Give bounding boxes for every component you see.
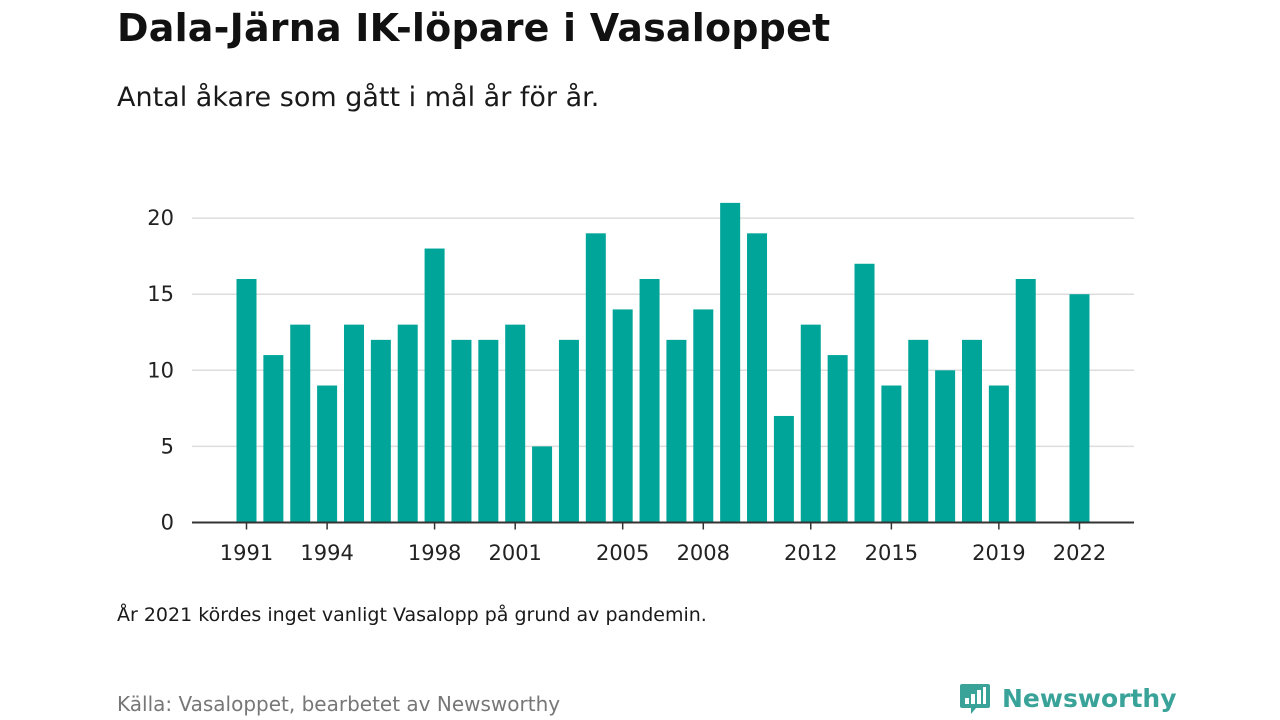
bar-2010: [747, 233, 768, 523]
y-axis-ticks: 0 5 10 15 20: [147, 206, 174, 534]
bar-2014: [854, 263, 875, 523]
bar-2011: [773, 415, 794, 523]
bar-2016: [908, 339, 929, 523]
newsworthy-logo: Newsworthy: [958, 680, 1177, 716]
y-tick-label: 0: [161, 511, 174, 535]
bar-2017: [935, 370, 956, 523]
x-tick-label: 1994: [300, 541, 353, 565]
bar-1996: [370, 339, 391, 523]
y-tick-label: 20: [147, 206, 174, 230]
bar-2000: [478, 339, 499, 523]
bar-1999: [451, 339, 472, 523]
bar-1997: [397, 324, 418, 523]
bar-2018: [961, 339, 982, 523]
chart-subtitle: Antal åkare som gått i mål år för år.: [117, 82, 600, 113]
x-tick-label: 2019: [972, 541, 1025, 565]
bar-1994: [317, 385, 338, 523]
bar-chart-icon: [960, 684, 990, 714]
x-axis-ticks: 1991 1994 1998 2001 2005 2008 2012 2015 2019 2022: [220, 522, 1106, 565]
bar-2020: [1015, 278, 1036, 523]
y-tick-label: 5: [161, 434, 174, 458]
bar-1998: [424, 248, 445, 523]
bar-1995: [343, 324, 364, 523]
bar-2007: [666, 339, 687, 523]
x-tick-label: 2022: [1053, 541, 1106, 565]
bar-1992: [263, 355, 284, 523]
bar-2015: [881, 385, 902, 523]
x-tick-label: 2015: [865, 541, 918, 565]
x-tick-label: 2012: [784, 541, 837, 565]
bar-chart: 0 5 10 15 20 1991 1994 1998 2001 2005 2008 2012 201…: [147, 202, 1134, 565]
bar-2012: [800, 324, 821, 523]
bar-2001: [505, 324, 526, 523]
source-credit: Källa: Vasaloppet, bearbetet av Newswort…: [117, 692, 561, 716]
y-tick-label: 10: [147, 358, 174, 382]
bar-2019: [988, 385, 1009, 523]
bar-2006: [639, 278, 660, 523]
bar-2013: [827, 355, 848, 523]
chart-note: År 2021 kördes inget vanligt Vasalopp på…: [117, 604, 707, 626]
logo-wordmark: Newsworthy: [1002, 683, 1177, 713]
y-tick-label: 15: [147, 282, 174, 306]
bar-2008: [693, 309, 714, 523]
bar-2002: [532, 446, 553, 523]
bars: [236, 202, 1090, 523]
bar-2003: [558, 339, 579, 523]
x-tick-label: 1998: [408, 541, 461, 565]
x-tick-label: 1991: [220, 541, 273, 565]
bar-1991: [236, 278, 257, 523]
chart-title: Dala-Järna IK-löpare i Vasaloppet: [117, 6, 831, 50]
bar-2004: [585, 233, 606, 523]
bar-2009: [720, 202, 741, 523]
x-tick-label: 2001: [488, 541, 541, 565]
bar-1993: [290, 324, 311, 523]
bar-2005: [612, 309, 633, 523]
bar-2022: [1069, 294, 1090, 523]
x-tick-label: 2005: [596, 541, 649, 565]
x-tick-label: 2008: [677, 541, 730, 565]
